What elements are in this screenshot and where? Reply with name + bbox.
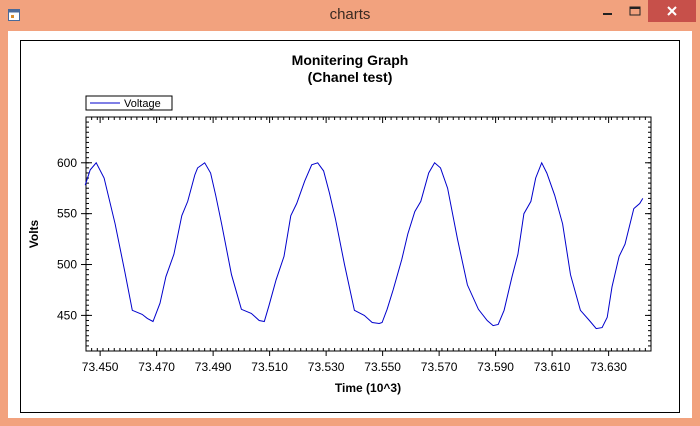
x-tick-label: 73.470	[138, 360, 175, 374]
window-client-area: Monitering Graph (Chanel test) Voltage 7…	[8, 31, 692, 418]
y-tick-label: 600	[57, 156, 77, 170]
y-tick-label: 500	[57, 258, 77, 272]
x-tick-label: 73.590	[477, 360, 514, 374]
x-tick-labels: 73.450 73.470 73.490 73.510 73.530 73.550 73.5…	[82, 360, 628, 374]
chart-title: Monitering Graph	[292, 52, 409, 68]
minor-ticks	[85, 116, 652, 352]
y-axis-label: Volts	[27, 219, 41, 248]
x-tick-label: 73.450	[82, 360, 119, 374]
chart-panel: Monitering Graph (Chanel test) Voltage 7…	[20, 40, 680, 413]
close-icon	[667, 6, 677, 16]
maximize-icon	[629, 6, 641, 16]
x-tick-label: 73.510	[251, 360, 288, 374]
legend: Voltage	[85, 95, 173, 111]
x-tick-label: 73.610	[534, 360, 571, 374]
x-tick-label: 73.490	[195, 360, 232, 374]
close-button[interactable]	[648, 0, 696, 22]
x-tick-label: 73.550	[364, 360, 401, 374]
plot-area	[85, 116, 652, 352]
minimize-icon	[603, 13, 612, 15]
y-tick-label: 550	[57, 207, 77, 221]
chart-subtitle: (Chanel test)	[308, 69, 393, 85]
x-tick-label: 73.570	[421, 360, 458, 374]
series-line-voltage	[84, 161, 644, 330]
app-icon[interactable]	[8, 8, 20, 21]
legend-box	[85, 95, 173, 111]
minimize-button[interactable]	[594, 0, 622, 22]
voltage-chart: Monitering Graph (Chanel test) Voltage 7…	[27, 52, 652, 395]
window-title: charts	[329, 6, 371, 23]
y-tick-label: 450	[57, 308, 77, 322]
title-bar[interactable]: charts	[0, 0, 700, 31]
x-tick-label: 73.630	[590, 360, 627, 374]
legend-label-voltage: Voltage	[124, 98, 161, 110]
x-tick-label: 73.530	[308, 360, 345, 374]
maximize-button[interactable]	[622, 0, 648, 22]
y-tick-labels: 450 500 550 600	[57, 156, 77, 323]
major-ticks	[81, 117, 651, 356]
window-bottom-border	[8, 418, 692, 426]
x-axis-label: Time (10^3)	[335, 381, 401, 395]
